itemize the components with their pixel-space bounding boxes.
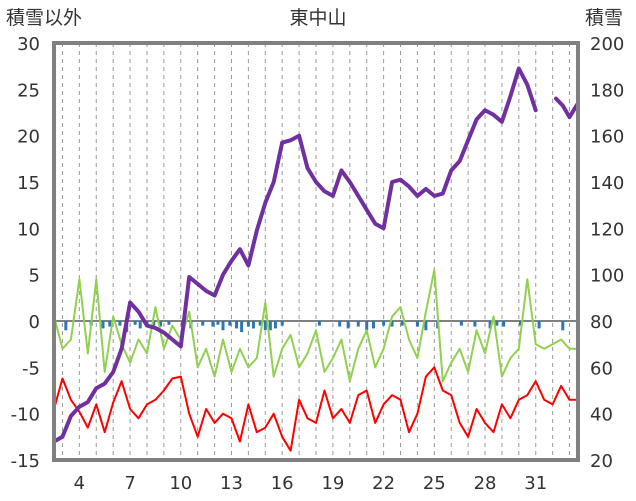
precipitation-bar bbox=[246, 321, 250, 327]
precipitation-bar bbox=[158, 321, 162, 327]
precipitation-bar bbox=[502, 321, 506, 327]
precipitation-bar bbox=[371, 321, 375, 329]
y-right-tick-label: 60 bbox=[590, 358, 613, 379]
y-left-tick-label: -15 bbox=[11, 451, 40, 472]
x-tick-label: 25 bbox=[423, 473, 446, 494]
precipitation-bar bbox=[488, 321, 492, 329]
precipitation-bar bbox=[263, 321, 267, 331]
y-left-tick-label: 30 bbox=[17, 34, 40, 55]
snow-depth-line-segment bbox=[554, 96, 580, 120]
y-right-tick-label: 140 bbox=[590, 173, 624, 194]
y-left-tick-label: 15 bbox=[17, 173, 40, 194]
y-right-tick-label: 180 bbox=[590, 80, 624, 101]
precipitation-bar bbox=[424, 321, 428, 331]
y-left-tick-label: -5 bbox=[22, 358, 40, 379]
precipitation-bar bbox=[459, 321, 463, 326]
x-tick-label: 28 bbox=[474, 473, 497, 494]
precipitation-bar bbox=[167, 321, 171, 325]
precipitation-bar bbox=[365, 321, 369, 331]
y-right-tick-label: 40 bbox=[590, 405, 613, 426]
precipitation-bar bbox=[317, 321, 321, 326]
precipitation-bar bbox=[228, 321, 232, 326]
x-tick-label: 16 bbox=[271, 473, 294, 494]
y-right-tick-label: 20 bbox=[590, 451, 613, 472]
x-tick-label: 4 bbox=[74, 473, 85, 494]
precipitation-bar bbox=[216, 321, 220, 325]
precipitation-bar bbox=[251, 321, 255, 329]
precipitation-bar bbox=[280, 321, 284, 326]
x-tick-label: 19 bbox=[321, 473, 344, 494]
precipitation-bar bbox=[118, 321, 122, 326]
chart-title: 東中山 bbox=[289, 7, 347, 29]
x-tick-label: 7 bbox=[124, 473, 135, 494]
precipitation-bar bbox=[495, 321, 499, 326]
precipitation-bar bbox=[415, 321, 419, 327]
precipitation-bar bbox=[519, 321, 523, 326]
precipitation-bar bbox=[152, 321, 156, 326]
precipitation-bar bbox=[258, 321, 262, 326]
y-left-tick-label: 5 bbox=[29, 266, 40, 287]
y-left-tick-label: 10 bbox=[17, 219, 40, 240]
precipitation-bar bbox=[133, 321, 137, 325]
y-left-tick-label: -10 bbox=[11, 405, 40, 426]
precipitation-bar bbox=[346, 321, 350, 329]
precipitation-bar bbox=[561, 321, 565, 331]
precipitation-bar bbox=[537, 321, 541, 329]
y-right-tick-label: 200 bbox=[590, 34, 624, 55]
precipitation-bar bbox=[138, 321, 142, 329]
y-axis-right-label: 積雪 bbox=[585, 7, 624, 29]
precipitation-bar bbox=[390, 321, 394, 327]
y-right-tick-label: 120 bbox=[590, 219, 624, 240]
max-temperature-line bbox=[53, 269, 579, 383]
precipitation-bar bbox=[64, 321, 68, 331]
precipitation-bar bbox=[235, 321, 239, 329]
precipitation-bar bbox=[338, 321, 342, 327]
min-temperature-line bbox=[53, 366, 579, 452]
precipitation-bar bbox=[268, 321, 272, 331]
plot-frame bbox=[52, 41, 580, 462]
precipitation-bar bbox=[240, 321, 244, 333]
x-tick-label: 13 bbox=[220, 473, 243, 494]
y-right-tick-label: 80 bbox=[590, 312, 613, 333]
x-tick-label: 31 bbox=[524, 473, 547, 494]
x-tick-label: 10 bbox=[169, 473, 192, 494]
precipitation-bar bbox=[273, 321, 277, 329]
precipitation-bar bbox=[400, 321, 404, 326]
precipitation-bar bbox=[108, 321, 112, 327]
precipitation-bar bbox=[221, 321, 225, 331]
precipitation-bar bbox=[356, 321, 360, 327]
y-right-tick-label: 100 bbox=[590, 266, 624, 287]
precipitation-bar bbox=[201, 321, 205, 326]
precipitation-bar bbox=[101, 321, 105, 329]
y-right-tick-label: 160 bbox=[590, 127, 624, 148]
snow-depth-line bbox=[52, 66, 538, 444]
x-tick-label: 22 bbox=[372, 473, 395, 494]
y-left-tick-label: 25 bbox=[17, 80, 40, 101]
y-left-tick-label: 0 bbox=[29, 312, 40, 333]
precipitation-bar bbox=[473, 321, 477, 327]
precipitation-bar bbox=[211, 321, 215, 327]
y-axis-left-label: 積雪以外 bbox=[6, 7, 83, 29]
y-left-tick-label: 20 bbox=[17, 127, 40, 148]
precipitation-bar bbox=[382, 321, 386, 326]
